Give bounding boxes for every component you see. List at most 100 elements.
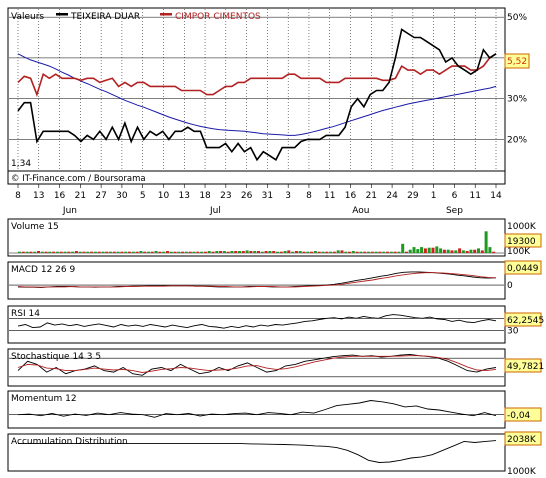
- rsi-frame: [7, 305, 506, 344]
- volume-bar: [74, 251, 78, 253]
- volume-bar: [215, 251, 219, 253]
- volume-bar: [272, 251, 276, 253]
- volume-bar: [207, 251, 211, 253]
- series-line-ma: [17, 53, 497, 136]
- volume-bar: [40, 251, 44, 253]
- volume-bar: [276, 251, 279, 253]
- accumulation-current-value: 2038K: [507, 435, 537, 445]
- volume-bar: [52, 251, 56, 253]
- x-tick-label: 16: [54, 191, 66, 201]
- x-tick-label: 6: [452, 191, 458, 201]
- stochastic-current-box: [504, 358, 542, 373]
- volume-bar: [446, 249, 450, 253]
- volume-bar: [435, 246, 439, 253]
- price-y-axis: 50%40%30%20%: [507, 13, 527, 145]
- volume-bar: [78, 251, 82, 253]
- volume-current-value: 19300: [507, 237, 536, 247]
- volume-bar: [412, 247, 416, 253]
- volume-bar: [458, 248, 462, 253]
- momentum-current-box: [504, 407, 542, 422]
- legend-swatch-teixeira: [56, 13, 68, 16]
- volume-bar: [423, 248, 427, 253]
- volume-bar: [454, 250, 458, 253]
- volume-bar: [393, 251, 397, 253]
- volume-bar: [245, 250, 249, 253]
- volume-bar: [488, 247, 492, 253]
- volume-bar: [90, 251, 94, 253]
- volume-bar: [116, 251, 120, 253]
- volume-bar: [427, 247, 431, 253]
- x-axis: 8 13 16 21 27 30 5 10 13 18 23 26 31 3 8 11 16 21 24 29 1 6 11…: [15, 184, 502, 216]
- volume-bar: [484, 231, 488, 253]
- volume-bar: [298, 251, 302, 253]
- accumulation-title: Accumulation Distribution: [11, 437, 128, 447]
- macd-current-box: [504, 260, 542, 275]
- x-tick-label: 8: [306, 191, 312, 201]
- volume-bar: [492, 251, 496, 253]
- volume-bar: [405, 251, 408, 253]
- volume-bar: [203, 251, 207, 253]
- volume-bar: [177, 251, 181, 253]
- source-label: © IT-Finance.com / Boursorama: [11, 174, 146, 184]
- volume-bar: [408, 249, 412, 253]
- x-tick-label: 10: [158, 191, 170, 201]
- volume-bar: [97, 251, 101, 253]
- volume-bar: [332, 251, 336, 253]
- header-label: Valeurs: [11, 12, 44, 22]
- price-current-box: [504, 53, 530, 69]
- rsi-current-box: [504, 312, 542, 327]
- volume-bar: [162, 251, 166, 253]
- price-current-value: 5,52: [507, 57, 527, 67]
- volume-bar: [105, 251, 109, 253]
- x-tick-label: 21: [366, 191, 377, 201]
- volume-bar: [219, 251, 223, 253]
- volume-bar: [188, 251, 192, 253]
- x-tick-label: 11: [469, 191, 480, 201]
- series-line-cimpor-cimentos: [17, 53, 497, 98]
- volume-bar: [139, 251, 143, 253]
- volume-bar: [378, 251, 382, 253]
- legend-teixeira: TEIXEIRA DUAR: [70, 12, 140, 22]
- volume-bar: [344, 251, 348, 253]
- volume-bar: [302, 251, 306, 253]
- accumulation-current-box: [504, 431, 542, 446]
- rsi-current-value: 62,2545: [507, 316, 544, 326]
- x-tick-label: 5: [140, 191, 146, 201]
- rsi-title: RSI 14: [11, 309, 40, 319]
- volume-bar: [150, 251, 154, 253]
- volume-current-box: [504, 233, 542, 248]
- x-tick-label: 27: [95, 191, 106, 201]
- volume-y-tick-label: 1000K: [507, 222, 537, 232]
- volume-bar: [268, 251, 272, 253]
- volume-bar: [389, 251, 393, 253]
- volume-title: Volume 15: [11, 222, 59, 232]
- volume-bar: [112, 251, 116, 253]
- volume-bar: [450, 250, 454, 253]
- rsi-panel: 30 RSI 14 62,2545: [7, 305, 544, 344]
- stochastic-line-d: [17, 355, 497, 373]
- volume-bar: [416, 249, 420, 253]
- volume-bar: [173, 251, 177, 253]
- volume-bar: [128, 251, 131, 253]
- volume-bar: [241, 251, 245, 253]
- volume-bar: [109, 251, 112, 253]
- x-tick-label: 23: [220, 191, 231, 201]
- volume-bar: [363, 251, 367, 253]
- indicator-panels: 1000K 100K Volume 15 19300 0 MACD 12 26 9 0,04…: [7, 218, 544, 477]
- stochastic-current-value: 49,7821: [507, 362, 544, 372]
- volume-bar: [158, 251, 162, 253]
- volume-bar: [442, 249, 446, 253]
- volume-bar: [234, 251, 238, 253]
- volume-bar: [48, 251, 52, 253]
- volume-bar: [310, 251, 314, 253]
- x-tick-label: 31: [262, 191, 273, 201]
- legend-cimpor: CIMPOR CIMENTOS: [175, 12, 261, 22]
- accumulation-y-tick-label: 1000K: [507, 467, 537, 477]
- volume-bar: [264, 251, 268, 253]
- accumulation-panel: 1000K Accumulation Distribution 2038K: [7, 431, 542, 477]
- volume-bar: [230, 251, 234, 253]
- volume-bar: [249, 251, 253, 253]
- volume-bar: [124, 251, 128, 253]
- volume-bar: [420, 247, 424, 253]
- volume-bar: [71, 251, 75, 253]
